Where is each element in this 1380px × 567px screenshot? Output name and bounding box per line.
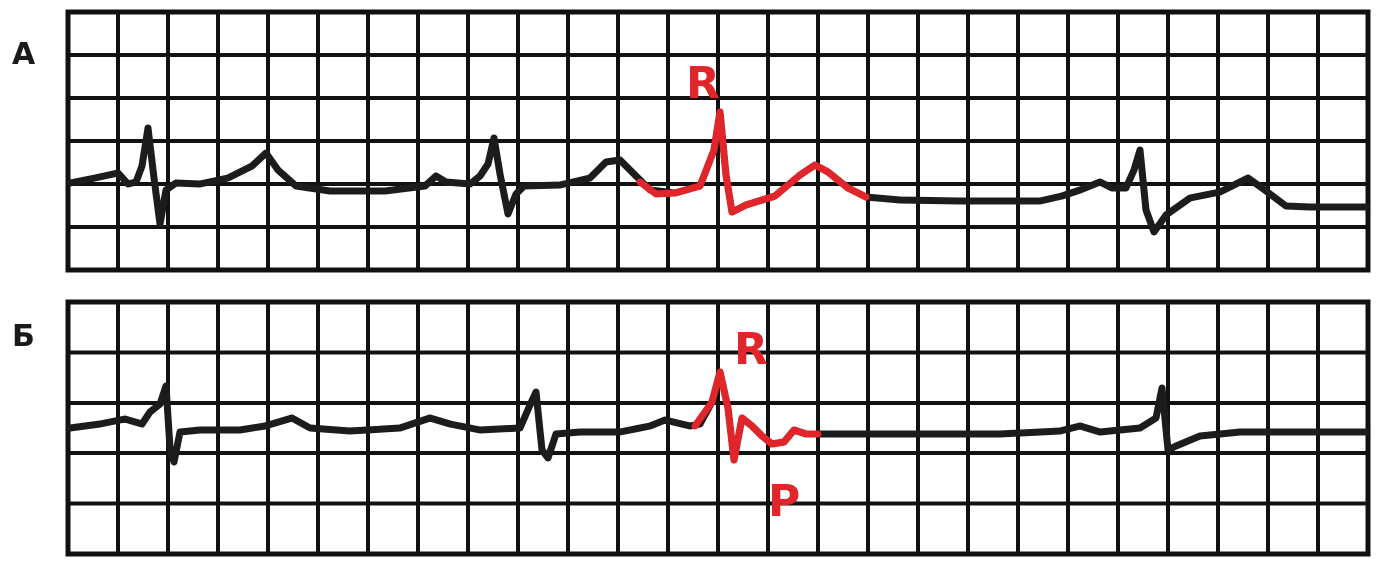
ecg-highlight-a	[636, 108, 870, 216]
ecg-frame-a	[65, 9, 1371, 273]
r-wave-label-a: R	[686, 58, 720, 109]
p-wave-label-b: P	[768, 476, 800, 527]
r-wave-label-b: R	[734, 324, 768, 375]
panel-label-b: Б	[12, 319, 35, 354]
ecg-panel-a: А R	[12, 9, 1371, 273]
ecg-trace-b	[66, 368, 1370, 466]
panel-label-a: А	[12, 37, 36, 72]
ecg-highlight-b	[691, 368, 822, 464]
ecg-panel-b: Б R P	[12, 299, 1371, 557]
